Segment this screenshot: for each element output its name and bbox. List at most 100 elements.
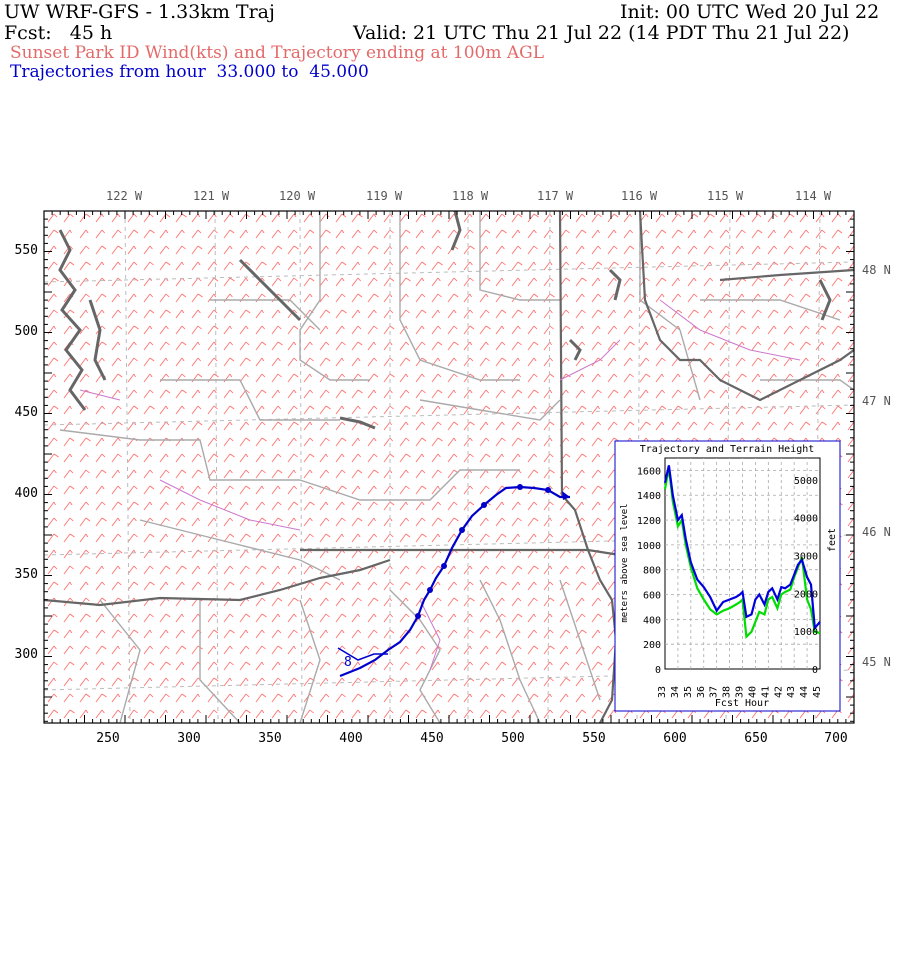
wind-barb	[335, 437, 347, 447]
wind-barb	[271, 421, 283, 431]
wind-barb	[847, 309, 854, 319]
wind-barb	[543, 277, 554, 287]
wind-barb	[783, 309, 792, 319]
forecast-hour: Fcst: 45 h	[4, 22, 113, 44]
wind-barb	[367, 645, 379, 655]
wind-barb	[159, 565, 171, 575]
wind-barb	[47, 293, 57, 303]
wind-barb	[543, 389, 553, 399]
wind-barbs	[47, 213, 854, 719]
wind-barb	[255, 645, 266, 655]
wind-barb	[287, 357, 298, 367]
wind-barb	[367, 485, 377, 495]
wind-barb	[303, 613, 314, 623]
wind-barb	[463, 293, 472, 303]
wind-barb	[431, 373, 442, 383]
wind-barb	[223, 661, 234, 671]
wind-barb	[255, 581, 265, 591]
wind-barb	[47, 517, 57, 527]
wind-barb	[79, 501, 89, 511]
wind-barb	[847, 213, 854, 223]
wind-barb	[175, 341, 187, 351]
inset-x-tick: 45	[812, 686, 823, 698]
wind-barb	[399, 229, 411, 239]
wind-barb	[303, 373, 312, 383]
wind-barb	[191, 261, 201, 271]
wind-barb	[575, 581, 587, 591]
wind-barb	[47, 373, 57, 383]
wind-barb	[687, 293, 698, 303]
wind-barb	[799, 245, 811, 255]
wind-barb	[687, 261, 699, 271]
wind-barb	[303, 485, 314, 495]
wind-barb	[447, 501, 458, 511]
wind-barb	[479, 709, 490, 719]
wind-barb	[463, 501, 475, 511]
wind-barb	[655, 213, 665, 223]
wind-barb	[127, 229, 139, 239]
lon-label: 118 W	[452, 189, 489, 203]
wind-barb	[271, 213, 280, 223]
inset-x-tick: 39	[735, 686, 746, 698]
wind-barb	[111, 261, 121, 271]
wind-barb	[367, 613, 377, 623]
wind-barb	[255, 453, 265, 463]
wind-barb	[399, 469, 409, 479]
wind-barb	[111, 373, 123, 383]
wind-barb	[239, 309, 251, 319]
wind-barb	[63, 453, 73, 463]
wind-barb	[415, 261, 427, 271]
wind-barb	[527, 453, 537, 463]
wind-barb	[495, 597, 505, 607]
wind-barb	[399, 309, 410, 319]
wind-barb	[447, 629, 458, 639]
inset-left-axis: 1600 1400 1200 1000 800 600 400 200 0	[637, 466, 661, 676]
wind-barb	[79, 693, 91, 703]
wind-barb	[623, 245, 635, 255]
wind-barb	[223, 357, 235, 367]
wind-barb	[255, 341, 267, 351]
wind-barb	[383, 501, 395, 511]
inset-left-tick: 1600	[637, 466, 661, 477]
wind-barb	[191, 229, 202, 239]
wind-barb	[79, 549, 90, 559]
wind-barb	[239, 485, 251, 495]
wind-barb	[175, 517, 187, 527]
wind-barb	[847, 661, 854, 671]
wind-barb	[367, 469, 379, 479]
wind-barb	[79, 645, 90, 655]
wind-barb	[527, 421, 538, 431]
wind-barb	[79, 485, 88, 495]
wind-barb	[655, 277, 667, 287]
wind-barb	[303, 469, 313, 479]
wind-barb	[591, 709, 603, 719]
wind-barb	[607, 309, 616, 319]
wind-barb	[175, 357, 185, 367]
wind-barb	[111, 549, 123, 559]
wind-barb	[399, 517, 409, 527]
wind-barb	[95, 229, 105, 239]
wind-barb	[111, 645, 120, 655]
wind-barb	[591, 453, 601, 463]
wind-barb	[847, 693, 854, 703]
wind-barb	[319, 645, 329, 655]
wind-barb	[735, 229, 746, 239]
wind-barb	[495, 517, 506, 527]
wind-barb	[463, 357, 474, 367]
wind-barb	[63, 517, 74, 527]
wind-barb	[415, 245, 425, 255]
wind-barb	[799, 325, 810, 335]
wind-barb	[847, 613, 854, 623]
wind-barb	[207, 645, 217, 655]
wind-barb	[79, 309, 88, 319]
wind-barb	[591, 229, 600, 239]
inset-left-tick: 800	[643, 566, 661, 577]
wind-barb	[127, 245, 137, 255]
inset-right-tick: 2000	[794, 589, 818, 600]
wind-barb	[607, 325, 617, 335]
wind-barb	[47, 709, 59, 719]
wind-barb	[319, 261, 330, 271]
wind-barb	[527, 597, 538, 607]
wind-barb	[847, 629, 854, 639]
wind-barb	[607, 261, 619, 271]
